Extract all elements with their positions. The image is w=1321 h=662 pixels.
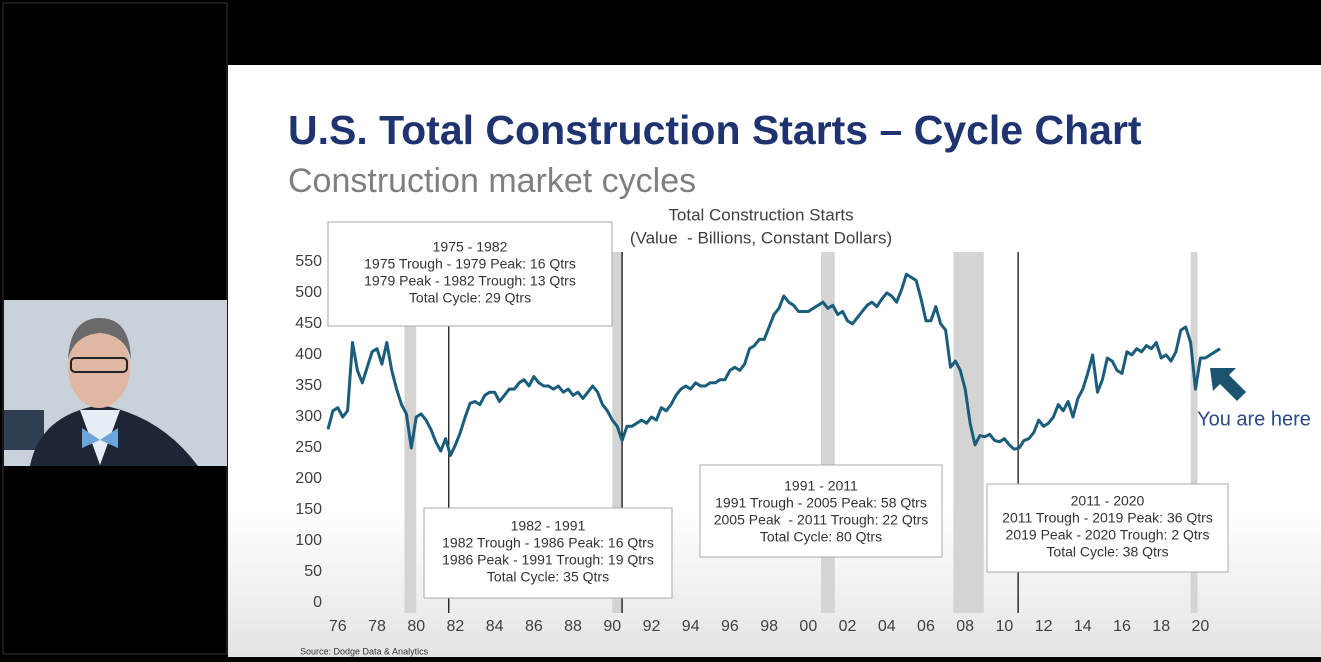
x-tick-label: 02 <box>839 618 857 635</box>
x-tick-label: 88 <box>564 618 582 635</box>
person-face <box>68 328 130 408</box>
recession-band <box>1190 252 1198 613</box>
annotation-text: Total Cycle: 35 Qtrs <box>487 569 609 585</box>
annotation-text: Total Cycle: 29 Qtrs <box>409 290 531 306</box>
annotation-text: 2011 - 2020 <box>1071 493 1145 509</box>
y-tick-label: 100 <box>295 532 322 549</box>
x-tick-label: 12 <box>1035 618 1053 635</box>
source-note: Source: Dodge Data & Analytics <box>300 646 429 656</box>
y-tick-label: 450 <box>295 315 322 332</box>
annotation-box <box>327 221 613 327</box>
y-tick-label: 250 <box>295 439 322 456</box>
recession-band <box>612 252 623 613</box>
annotation-text: 1975 Trough - 1979 Peak: 16 Qtrs <box>364 256 576 272</box>
person-shirt <box>80 410 120 465</box>
annotation-text: 1991 - 2011 <box>784 478 858 494</box>
x-tick-label: 86 <box>525 618 543 635</box>
x-tick-label: 82 <box>447 618 465 635</box>
annotation-text: 1991 Trough - 2005 Peak: 58 Qtrs <box>715 495 927 511</box>
backdrop-logo <box>4 410 44 450</box>
annotation-text: Total Cycle: 80 Qtrs <box>760 529 882 545</box>
annotation-text: 1982 Trough - 1986 Peak: 16 Qtrs <box>442 535 654 551</box>
y-tick-label: 500 <box>295 284 322 301</box>
x-tick-label: 14 <box>1074 618 1092 635</box>
y-tick-label: 400 <box>295 346 322 363</box>
annotation-text: 2019 Peak - 2020 Trough: 2 Qtrs <box>1006 527 1210 543</box>
x-tick-label: 78 <box>368 618 386 635</box>
x-tick-label: 98 <box>760 618 778 635</box>
y-tick-label: 150 <box>295 501 322 518</box>
y-tick-label: 550 <box>295 253 322 270</box>
x-tick-label: 16 <box>1113 618 1131 635</box>
x-tick-label: 96 <box>721 618 739 635</box>
y-tick-label: 300 <box>295 408 322 425</box>
chart-title: Total Construction Starts <box>668 205 853 224</box>
callout-arrow <box>1210 368 1246 401</box>
annotation-text: 2011 Trough - 2019 Peak: 36 Qtrs <box>1002 510 1213 526</box>
x-tick-label: 06 <box>917 618 935 635</box>
x-tick-label: 90 <box>603 618 621 635</box>
y-tick-label: 200 <box>295 470 322 487</box>
person-bowtie <box>82 428 118 448</box>
x-tick-label: 20 <box>1192 618 1210 635</box>
x-tick-label: 08 <box>956 618 974 635</box>
annotation-box <box>423 507 673 599</box>
x-tick-label: 94 <box>682 618 700 635</box>
chart-subtitle: (Value - Billions, Constant Dollars) <box>630 228 892 247</box>
person-hair <box>68 318 131 360</box>
y-tick-label: 50 <box>304 563 322 580</box>
chart: 0 50 100 150 200 250 300 350 400 450 500 550 76 78 80 8… <box>295 221 1229 635</box>
callout-text: You are here <box>1197 408 1311 430</box>
annotation-text: 2005 Peak - 2011 Trough: 22 Qtrs <box>714 512 929 528</box>
slide-subtitle: Construction market cycles <box>288 162 696 200</box>
x-tick-label: 04 <box>878 618 896 635</box>
x-tick-label: 92 <box>643 618 661 635</box>
slide-title: U.S. Total Construction Starts – Cycle C… <box>288 107 1142 153</box>
x-tick-label: 84 <box>486 618 504 635</box>
y-tick-label: 350 <box>295 377 322 394</box>
data-line <box>326 272 1221 457</box>
x-tick-label: 76 <box>329 618 347 635</box>
x-tick-label: 80 <box>407 618 425 635</box>
recession-band <box>953 252 984 613</box>
x-tick-label: 18 <box>1152 618 1170 635</box>
annotation-text: 1986 Peak - 1991 Trough: 19 Qtrs <box>442 552 654 568</box>
annotation-text: 1982 - 1991 <box>511 518 586 534</box>
annotation-text: 1975 - 1982 <box>433 239 508 255</box>
annotation-box <box>986 483 1229 573</box>
annotation-box <box>699 464 943 558</box>
y-tick-label: 0 <box>313 594 322 611</box>
annotation-text: Total Cycle: 38 Qtrs <box>1046 544 1168 560</box>
person-glasses <box>70 357 128 373</box>
annotation-text: 1979 Peak - 1982 Trough: 13 Qtrs <box>364 273 576 289</box>
x-tick-label: 00 <box>799 618 817 635</box>
webcam-video <box>4 300 227 466</box>
x-tick-label: 10 <box>995 618 1013 635</box>
